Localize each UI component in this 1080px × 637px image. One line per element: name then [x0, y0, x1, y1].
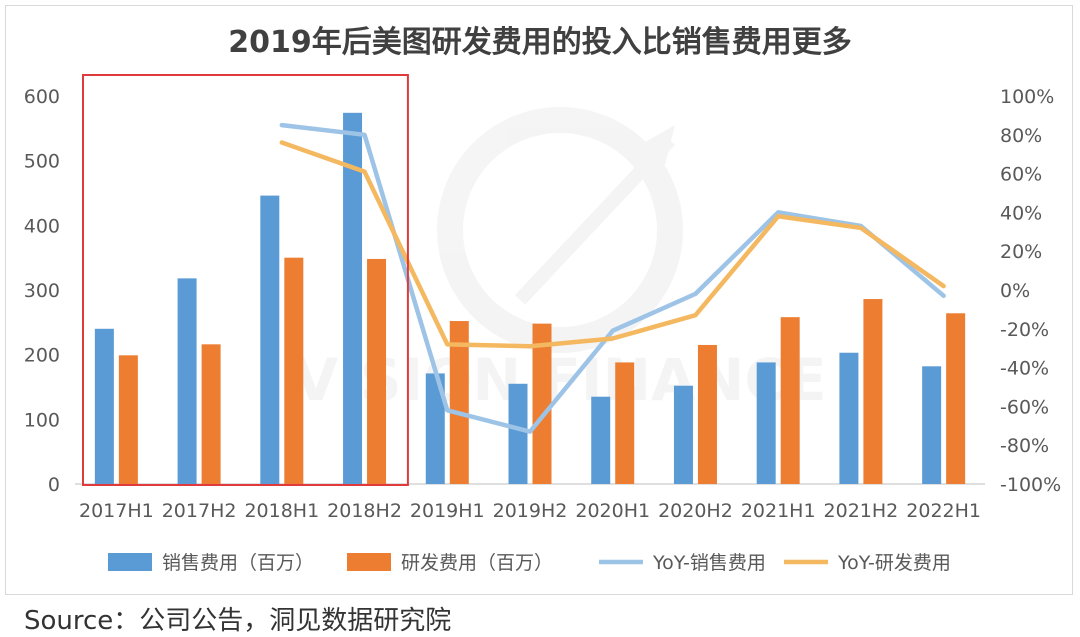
- highlight-box: [82, 74, 409, 486]
- x-tick-label: 2022H1: [906, 500, 981, 522]
- bar-sales: [673, 385, 693, 484]
- legend-label: YoY-销售费用: [652, 552, 766, 574]
- y-right-tick-label: -60%: [1000, 396, 1049, 418]
- y-left-tick-label: 400: [24, 215, 60, 237]
- bar-rnd: [697, 344, 717, 484]
- bar-sales: [343, 112, 363, 485]
- line-yoy-rnd: [279, 140, 946, 349]
- y-right-tick-label: -100%: [1000, 474, 1061, 496]
- legend-label: 研发费用（百万）: [401, 552, 553, 574]
- x-tick-label: 2021H1: [741, 500, 816, 522]
- x-tick-label: 2020H2: [658, 500, 733, 522]
- y-left-tick-label: 100: [24, 409, 60, 431]
- bar-rnd: [118, 355, 138, 484]
- bar-sales: [177, 278, 197, 484]
- y-right-tick-label: -20%: [1000, 319, 1049, 341]
- bars: [94, 112, 966, 485]
- bar-rnd: [532, 323, 552, 484]
- bar-sales: [839, 352, 859, 484]
- y-right-tick-label: 80%: [1000, 125, 1042, 147]
- bar-sales: [922, 366, 942, 484]
- y-right-tick-label: -80%: [1000, 435, 1049, 457]
- y-left-tick-label: 500: [24, 151, 60, 173]
- y-right-tick-label: 100%: [1000, 86, 1054, 108]
- x-tick-label: 2020H1: [575, 500, 650, 522]
- bar-sales: [756, 362, 776, 484]
- y-left-tick-label: 200: [24, 345, 60, 367]
- bar-sales: [591, 396, 611, 484]
- bar-sales: [425, 373, 445, 484]
- bar-rnd: [201, 344, 221, 484]
- x-tick-label: 2019H1: [410, 500, 485, 522]
- bar-rnd: [863, 299, 883, 484]
- bar-rnd: [284, 257, 304, 484]
- source-note: Source：公司公告，洞见数据研究院: [24, 606, 452, 636]
- bar-rnd: [615, 362, 635, 484]
- bar-sales: [94, 328, 114, 484]
- x-tick-label: 2017H1: [79, 500, 154, 522]
- bar-sales: [508, 383, 528, 484]
- bar-sales: [260, 195, 280, 484]
- x-tick-label: 2019H2: [493, 500, 568, 522]
- y-right-tick-label: 60%: [1000, 164, 1042, 186]
- chart-svg: VISION FINANCE 2019年后美图研发费用的投入比销售费用更多 01…: [24, 25, 1061, 574]
- y-right-tick-label: 0%: [1000, 280, 1030, 302]
- legend-label: YoY-研发费用: [837, 552, 951, 574]
- x-tick-label: 2018H2: [327, 500, 402, 522]
- legend-label: 销售费用（百万）: [162, 552, 314, 574]
- axes: 0 100 200 300 400 500 600 -100% -80% -60% -40% -20%…: [24, 86, 1061, 522]
- highlight-rect: [82, 74, 409, 486]
- x-tick-label: 2021H2: [824, 500, 899, 522]
- y-left-tick-label: 600: [24, 86, 60, 108]
- legend-swatch: [347, 553, 391, 571]
- bar-rnd: [367, 258, 387, 484]
- chart-title: 2019年后美图研发费用的投入比销售费用更多: [228, 25, 852, 60]
- legend: 销售费用（百万） 研发费用（百万） YoY-销售费用 YoY-研发费用: [108, 552, 951, 574]
- bar-rnd: [449, 321, 469, 484]
- y-right-tick-label: -40%: [1000, 358, 1049, 380]
- y-left-tick-label: 0: [48, 474, 60, 496]
- y-right-tick-label: 40%: [1000, 202, 1042, 224]
- lines: [279, 122, 946, 434]
- bar-rnd: [780, 317, 800, 484]
- x-tick-label: 2017H2: [162, 500, 237, 522]
- y-left-tick-label: 300: [24, 280, 60, 302]
- bar-rnd: [946, 313, 966, 484]
- y-right-tick-label: 20%: [1000, 241, 1042, 263]
- x-tick-label: 2018H1: [244, 500, 319, 522]
- legend-swatch: [108, 553, 152, 571]
